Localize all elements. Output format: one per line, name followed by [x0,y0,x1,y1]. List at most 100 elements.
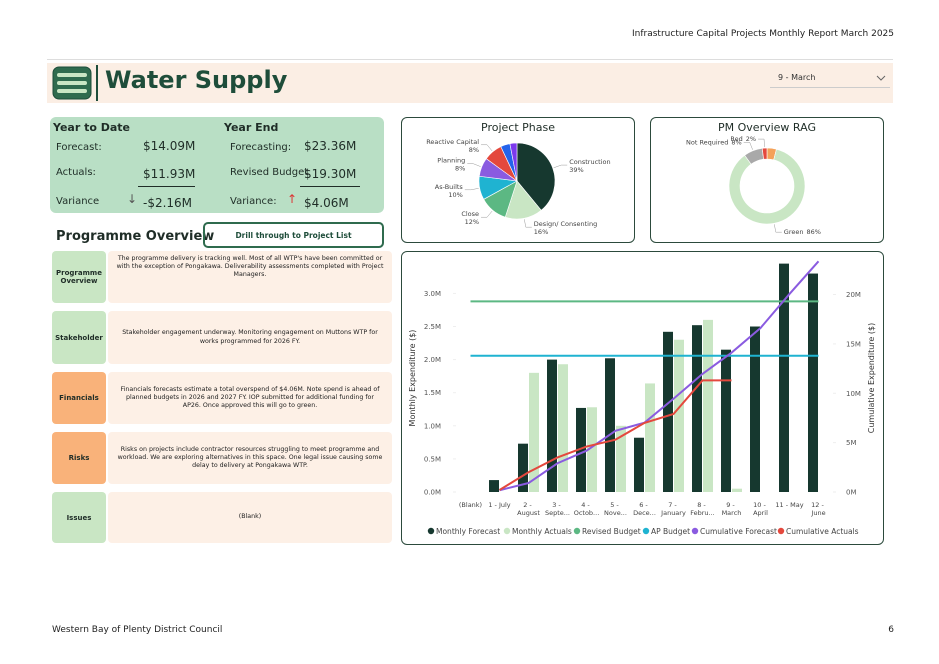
section-title: Programme Overview [56,229,215,244]
x-tick-label: 4 - Octob... [574,501,600,517]
row-label: Risks [52,432,106,484]
dropdown-value: 9 - March [778,73,816,82]
leader-line [467,163,481,167]
dropdown[interactable]: 9 - March [770,70,890,88]
data-label: 8% [469,146,479,154]
x-tick-label: 2 - August [517,501,540,517]
y-tick-label: 3.0M [424,290,441,298]
data-label: 39% [569,166,583,174]
label-value: 86% [806,228,820,236]
data-label: Reactive Capital [426,138,479,146]
pie-slice [761,147,768,160]
data-label: As-Builts [435,183,464,191]
data-label: 10% [448,191,462,199]
bar [529,372,539,492]
x-tick-label: 12 - June [810,501,825,517]
legend-marker [691,527,699,535]
leader-line [481,144,493,152]
underline [138,186,195,187]
kpi-value: $4.06M [304,196,349,210]
kpi-label: Variance [56,196,100,207]
kpi-label: Forecast: [56,142,102,153]
kpi-value: $19.30M [304,167,357,181]
row-label: Stakeholder [52,311,106,364]
y2-tick-label: 15M [846,340,861,348]
bar [547,359,557,492]
kpi-value: -$2.16M [143,196,193,210]
y-tick-label: 0.0M [424,489,441,497]
leader-line [524,219,532,228]
leader-line [553,164,568,169]
x-tick-label: 6 - Dece... [633,501,656,517]
label-name: Green [784,228,804,236]
banner [47,63,893,103]
legend-label: Cumulative Forecast [700,527,777,536]
kpi-heading: Year to Date [53,121,131,134]
data-label: 12% [465,218,479,226]
y2-tick-label: 10M [846,390,861,398]
bar [808,273,818,492]
data-label: 16% [534,228,548,236]
x-tick-label: 9 - March [722,501,742,517]
bar [605,358,615,492]
label-name: Red [730,135,742,143]
data-label: Planning [437,157,465,165]
legend-label: Monthly Forecast [436,527,500,536]
data-label: Not Required 8% [686,138,742,146]
legend-marker [777,527,785,535]
page-number: 6 [888,625,894,635]
kpi-value: $11.93M [143,167,196,181]
bar [616,425,626,492]
label-value: 8% [731,138,741,146]
legend-marker [642,527,650,535]
bar [721,349,731,492]
chart-title: Project Phase [481,121,555,134]
x-tick-label: (Blank) [459,501,482,509]
kpi-label: Revised Budget [230,167,309,178]
row-text: The programme delivery is tracking well.… [108,251,392,303]
bar [674,339,684,492]
bar [576,407,586,492]
bar [634,437,644,492]
row-label: Financials [52,372,106,424]
y2-tick-label: 0M [846,489,857,497]
legend-label: Revised Budget [582,527,641,536]
underline [300,186,360,187]
data-label: Construction [569,158,610,166]
combo-panel [401,251,884,545]
x-tick-label: 3 - Septe... [545,501,570,517]
kpi-label: Forecasting: [230,142,292,153]
report-title: Infrastructure Capital Projects Monthly … [632,29,894,39]
footer-org: Western Bay of Plenty District Council [52,625,223,635]
legend-label: Cumulative Actuals [786,527,859,536]
line-series [499,260,820,492]
bar [750,326,760,492]
arrow-down: ↓ [127,192,138,206]
data-label: Green 86% [784,228,821,236]
label-name: Not Required [686,138,728,146]
chevron [876,75,886,81]
bar [558,364,568,492]
kpi-label: Actuals: [56,167,96,178]
bar [587,407,597,492]
x-tick-label: 8 - Febru... [690,501,715,517]
row-label: Issues [52,492,106,543]
legend-marker [573,527,581,535]
legend-label: Monthly Actuals [512,527,572,536]
bar [732,488,742,492]
y2-tick-label: 5M [846,439,857,447]
leader-line [758,138,765,148]
y-tick-label: 2.0M [424,356,441,364]
drill-button[interactable]: Drill through to Project List [203,222,384,248]
pie-slice [516,142,556,211]
kpi-card [50,117,384,213]
kpi-label: Variance: [230,196,277,207]
leader-line [743,142,753,150]
x-tick-label: 10 - April [753,501,768,517]
x-tick-label: 7 - January [660,501,686,517]
bar [489,480,499,492]
row-text: (Blank) [108,492,392,543]
banner-title: Water Supply [105,66,288,94]
y-tick-label: 1.5M [424,389,441,397]
